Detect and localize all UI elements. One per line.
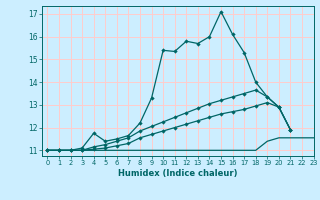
X-axis label: Humidex (Indice chaleur): Humidex (Indice chaleur) bbox=[118, 169, 237, 178]
